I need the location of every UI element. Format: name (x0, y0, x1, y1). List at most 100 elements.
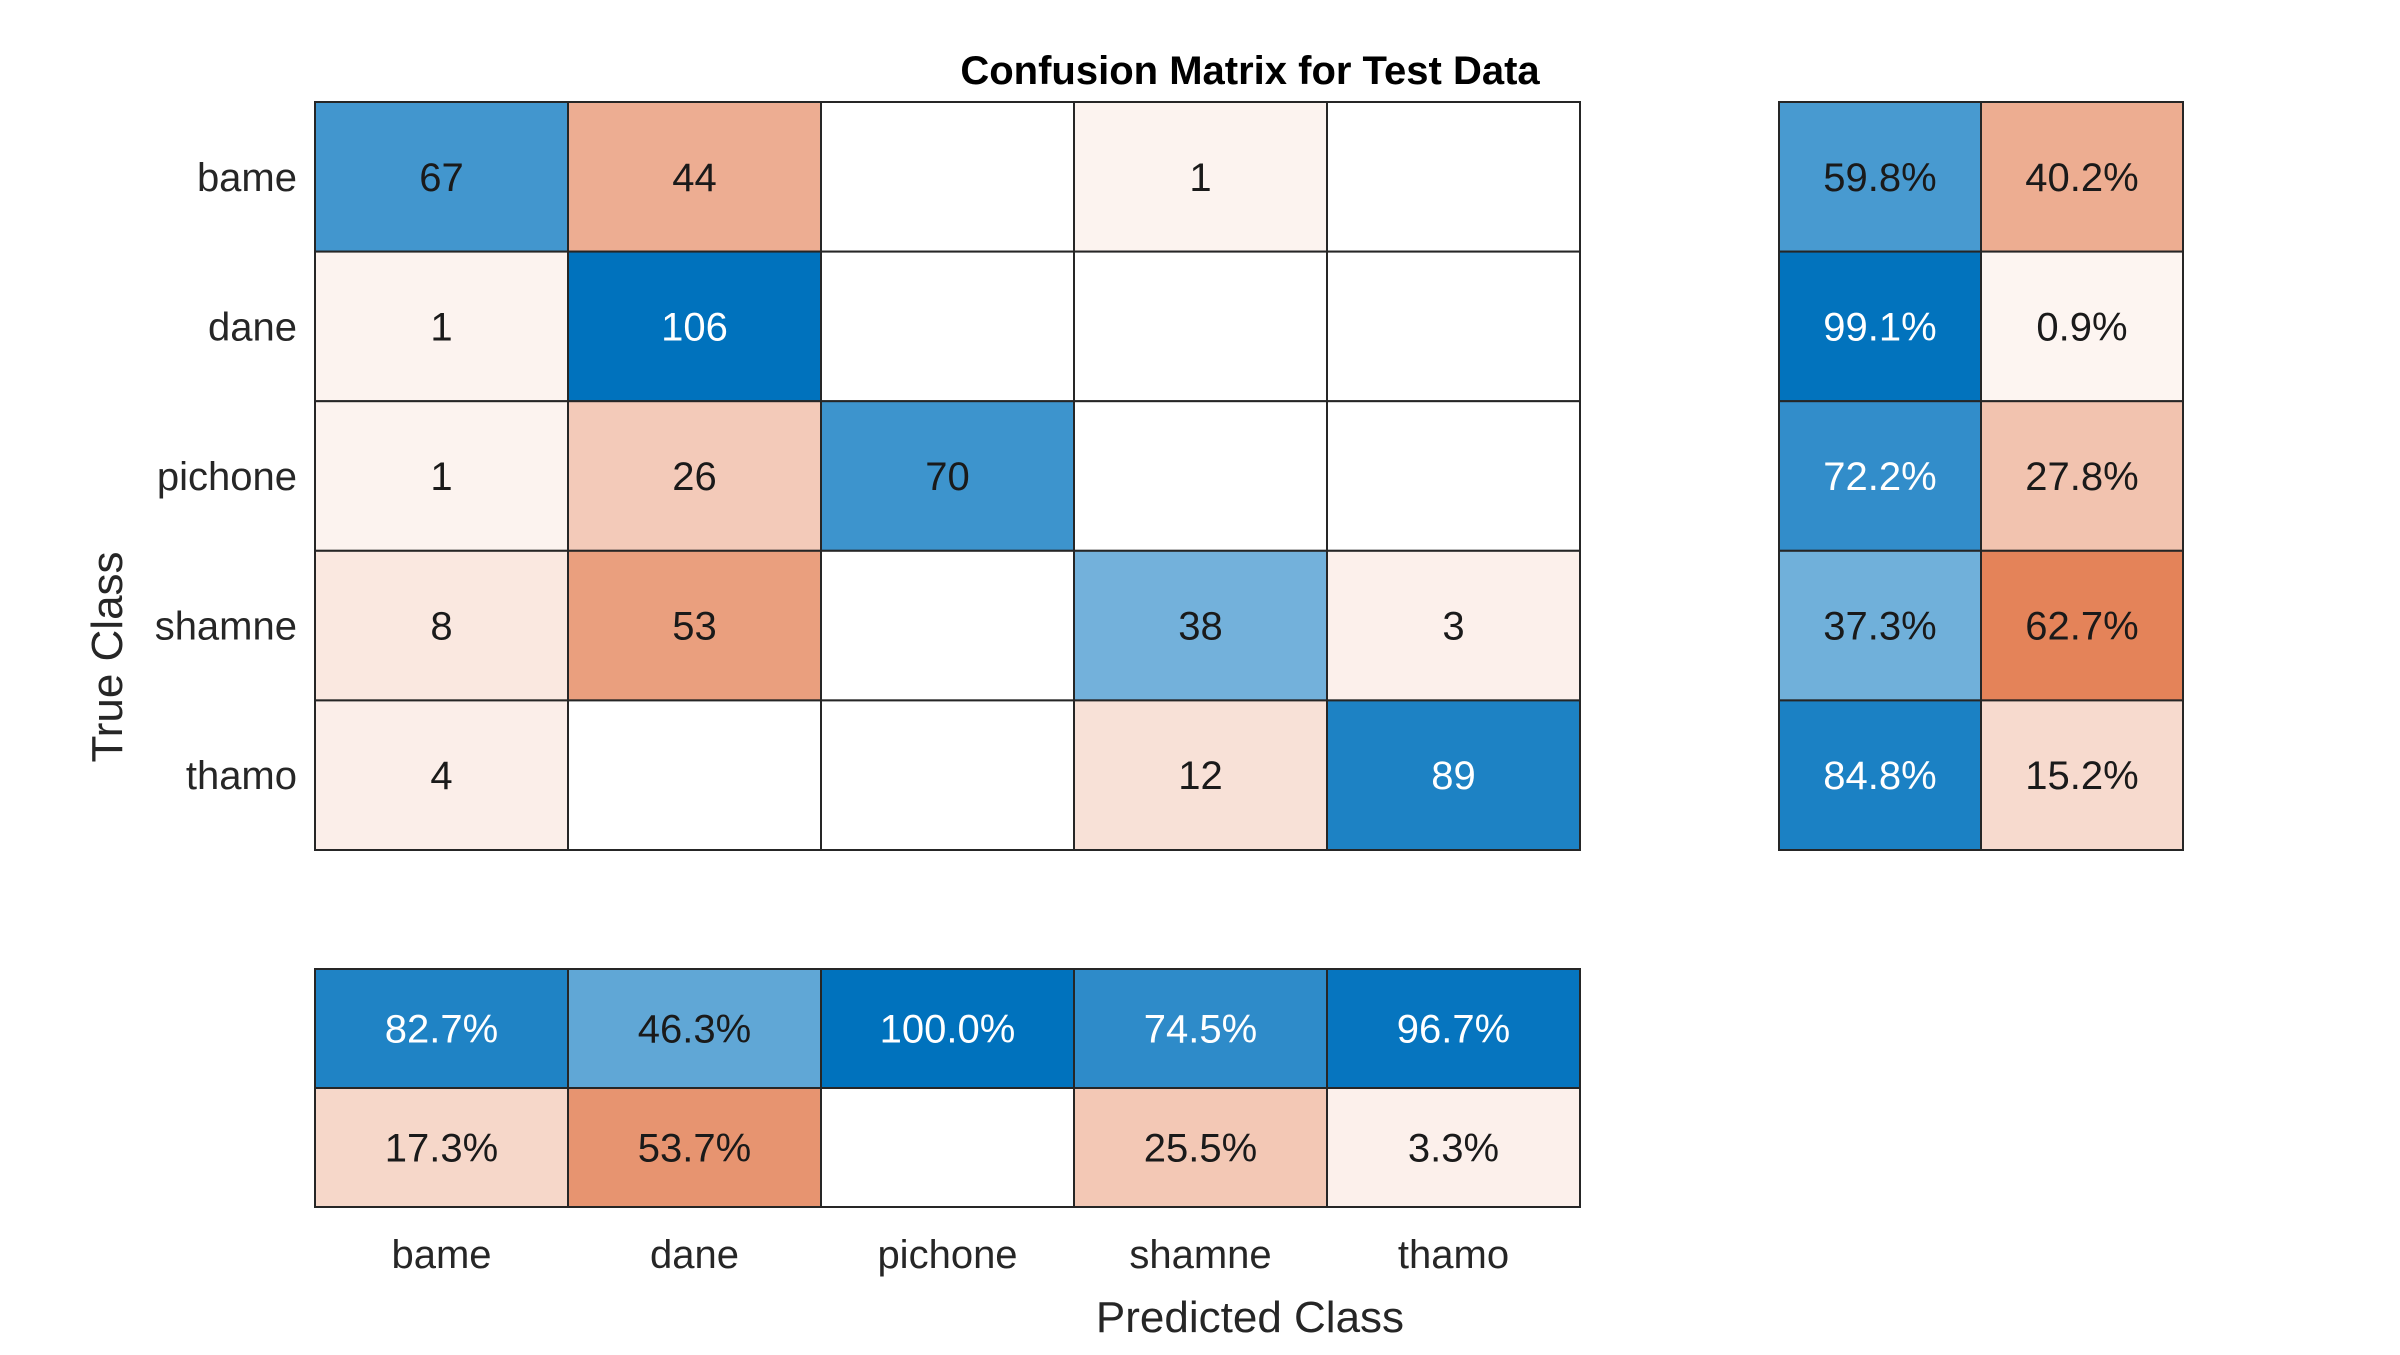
matrix-cell-1-1: 106 (567, 250, 822, 403)
matrix-cell-1-4 (1326, 250, 1581, 403)
matrix-cell-0-3-rect (1073, 101, 1328, 253)
matrix-cell-0-0-value: 67 (419, 156, 464, 200)
row-summary-incorrect-4: 15.2% (1980, 699, 2184, 852)
row-summary-correct-0: 59.8% (1778, 101, 1982, 253)
matrix-cell-4-3-value: 12 (1178, 754, 1223, 798)
matrix-cell-0-4-rect (1326, 101, 1581, 253)
matrix-cell-2-0-rect (314, 400, 569, 552)
row-summary-correct-1: 99.1% (1778, 250, 1982, 403)
column-summary-correct-1: 46.3% (567, 968, 822, 1089)
row-summary-incorrect-3: 62.7% (1980, 549, 2184, 702)
matrix-cell-1-1-rect (567, 250, 822, 403)
chart-title: Confusion Matrix for Test Data (960, 49, 1540, 93)
matrix-cell-1-2 (820, 250, 1075, 403)
column-summary-cells: 82.7% 46.3% 100.0% 74.5% 96.7% 17.3% 53.7% 25.5… (314, 968, 1581, 1208)
row-summary-incorrect-1-rect (1980, 250, 2184, 403)
column-summary-correct-3-rect (1073, 968, 1328, 1089)
column-summary-correct-0: 82.7% (314, 968, 569, 1089)
matrix-cell-3-4-rect (1326, 549, 1581, 702)
column-summary-correct-2-rect (820, 968, 1075, 1089)
matrix-cell-0-1-value: 44 (672, 156, 717, 200)
matrix-cell-0-3: 1 (1073, 101, 1328, 253)
row-summary-incorrect-3-rect (1980, 549, 2184, 702)
matrix-cell-2-4-rect (1326, 400, 1581, 552)
matrix-cell-1-0-rect (314, 250, 569, 403)
column-label-shamne: shamne (1129, 1233, 1271, 1277)
row-class-labels: bame dane pichone shamne thamo (155, 156, 297, 798)
column-summary-incorrect-4: 3.3% (1326, 1087, 1581, 1208)
row-summary-correct-3-rect (1778, 549, 1982, 702)
matrix-cells: 67 44 1 1 106 1 26 70 8 53 38 3 4 12 89 (314, 101, 1581, 852)
column-summary-incorrect-4-value: 3.3% (1408, 1127, 1499, 1171)
column-label-pichone: pichone (877, 1233, 1017, 1277)
matrix-cell-4-0-value: 4 (430, 754, 452, 798)
matrix-cell-2-3 (1073, 400, 1328, 552)
column-summary-correct-3: 74.5% (1073, 968, 1328, 1089)
column-summary-correct-4-value: 96.7% (1397, 1008, 1510, 1052)
matrix-cell-0-1: 44 (567, 101, 822, 253)
matrix-cell-3-0: 8 (314, 549, 569, 702)
column-label-dane: dane (650, 1233, 739, 1277)
y-axis-label: True Class (83, 551, 132, 762)
column-summary-incorrect-2 (820, 1087, 1075, 1208)
matrix-cell-1-3 (1073, 250, 1328, 403)
column-summary-incorrect-0: 17.3% (314, 1087, 569, 1208)
matrix-cell-4-4-value: 89 (1431, 754, 1476, 798)
matrix-cell-2-3-rect (1073, 400, 1328, 552)
column-summary-incorrect-0-rect (314, 1087, 569, 1208)
column-summary-correct-1-value: 46.3% (638, 1008, 751, 1052)
row-summary-incorrect-4-rect (1980, 699, 2184, 852)
column-summary-correct-2: 100.0% (820, 968, 1075, 1089)
matrix-cell-0-0: 67 (314, 101, 569, 253)
row-summary-correct-3-value: 37.3% (1823, 605, 1936, 649)
row-summary-incorrect-2-value: 27.8% (2025, 455, 2138, 499)
column-summary-incorrect-0-value: 17.3% (385, 1127, 498, 1171)
matrix-cell-1-2-rect (820, 250, 1075, 403)
matrix-cell-1-0: 1 (314, 250, 569, 403)
row-summary-incorrect-2-rect (1980, 400, 2184, 552)
matrix-cell-2-2-value: 70 (925, 455, 970, 499)
column-summary-correct-3-value: 74.5% (1144, 1008, 1257, 1052)
matrix-cell-4-0-rect (314, 699, 569, 852)
x-axis-label: Predicted Class (1096, 1293, 1404, 1342)
row-summary-cells: 59.8% 40.2% 99.1% 0.9% 72.2% 27.8% 37.3% 62.7% 8… (1778, 101, 2184, 852)
row-summary-correct-2: 72.2% (1778, 400, 1982, 552)
matrix-cell-0-1-rect (567, 101, 822, 253)
row-summary-incorrect-0-value: 40.2% (2025, 156, 2138, 200)
matrix-cell-4-2 (820, 699, 1075, 852)
column-summary-correct-2-value: 100.0% (880, 1008, 1016, 1052)
matrix-cell-3-4: 3 (1326, 549, 1581, 702)
column-summary-incorrect-3-value: 25.5% (1144, 1127, 1257, 1171)
row-summary-incorrect-2: 27.8% (1980, 400, 2184, 552)
matrix-cell-2-0: 1 (314, 400, 569, 552)
row-summary-correct-3: 37.3% (1778, 549, 1982, 702)
column-summary-correct-0-value: 82.7% (385, 1008, 498, 1052)
column-summary-incorrect-1-value: 53.7% (638, 1127, 751, 1171)
row-summary-incorrect-4-value: 15.2% (2025, 754, 2138, 798)
column-summary-incorrect-2-rect (820, 1087, 1075, 1208)
matrix-cell-1-4-rect (1326, 250, 1581, 403)
matrix-cell-4-1 (567, 699, 822, 852)
column-summary-incorrect-4-rect (1326, 1087, 1581, 1208)
row-summary-correct-2-value: 72.2% (1823, 455, 1936, 499)
matrix-cell-3-1-value: 53 (672, 605, 717, 649)
row-summary-incorrect-3-value: 62.7% (2025, 605, 2138, 649)
matrix-cell-2-1: 26 (567, 400, 822, 552)
row-label-bame: bame (197, 156, 297, 200)
row-label-dane: dane (208, 305, 297, 349)
column-class-labels: bame dane pichone shamne thamo (391, 1233, 1509, 1277)
row-summary-correct-0-rect (1778, 101, 1982, 253)
column-label-thamo: thamo (1398, 1233, 1509, 1277)
row-summary-correct-2-rect (1778, 400, 1982, 552)
matrix-cell-4-2-rect (820, 699, 1075, 852)
matrix-cell-3-1: 53 (567, 549, 822, 702)
row-label-pichone: pichone (157, 455, 297, 499)
row-summary-correct-4: 84.8% (1778, 699, 1982, 852)
row-summary-correct-1-value: 99.1% (1823, 305, 1936, 349)
matrix-cell-3-4-value: 3 (1442, 605, 1464, 649)
matrix-cell-4-0: 4 (314, 699, 569, 852)
matrix-cell-4-3: 12 (1073, 699, 1328, 852)
column-summary-correct-1-rect (567, 968, 822, 1089)
matrix-cell-3-3: 38 (1073, 549, 1328, 702)
